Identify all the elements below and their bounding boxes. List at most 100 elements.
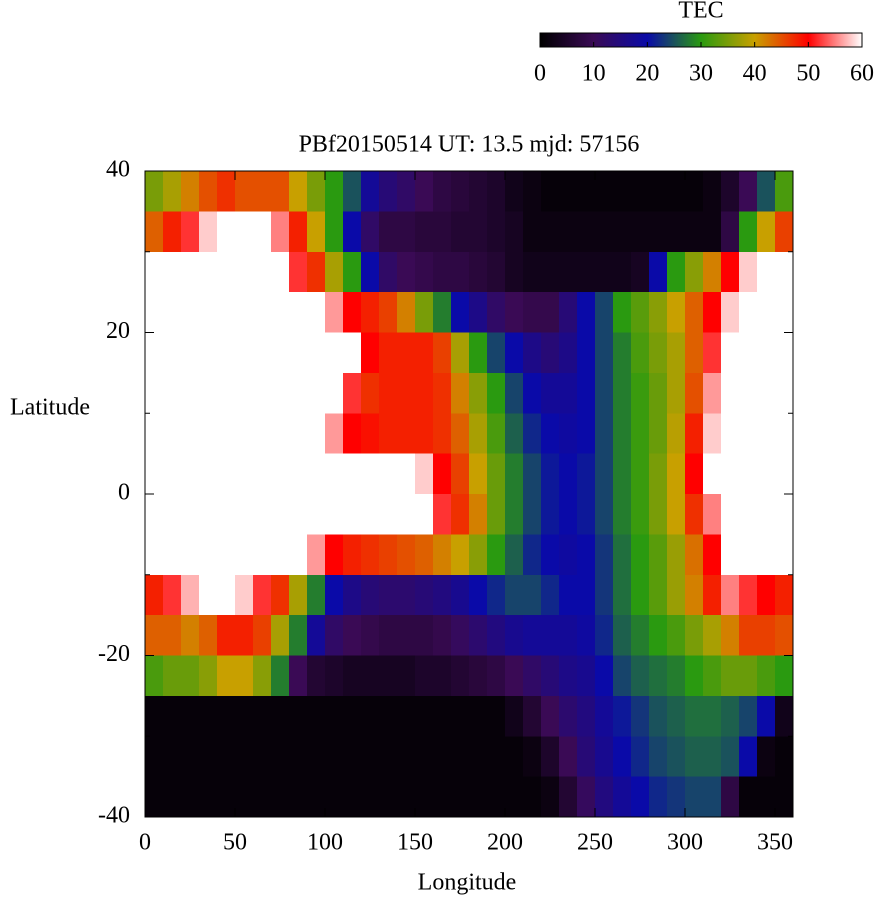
heatmap-cell bbox=[199, 453, 218, 495]
heatmap-cell bbox=[487, 494, 506, 535]
heatmap-cell bbox=[145, 251, 164, 293]
heatmap-cell bbox=[145, 736, 164, 778]
heatmap-cell bbox=[721, 453, 740, 495]
heatmap-cell bbox=[721, 251, 740, 293]
heatmap-cell bbox=[361, 695, 380, 737]
heatmap-cell bbox=[415, 695, 434, 737]
heatmap-cell bbox=[721, 494, 740, 535]
heatmap-cell bbox=[757, 372, 776, 414]
heatmap-cell bbox=[613, 171, 632, 212]
heatmap-cell bbox=[181, 655, 200, 697]
colorbar-label: TEC bbox=[678, 0, 723, 24]
heatmap-cell bbox=[739, 292, 758, 333]
heatmap-cell bbox=[523, 332, 542, 374]
heatmap-cell bbox=[703, 332, 722, 374]
heatmap-cell bbox=[739, 574, 758, 616]
heatmap-cell bbox=[775, 494, 794, 535]
heatmap-cell bbox=[631, 332, 650, 374]
heatmap-cell bbox=[253, 171, 272, 212]
heatmap-cell bbox=[721, 736, 740, 778]
heatmap-cell bbox=[253, 615, 272, 656]
heatmap-cell bbox=[325, 413, 344, 455]
heatmap-cell bbox=[307, 494, 326, 535]
heatmap-cell bbox=[217, 171, 236, 212]
heatmap-cell bbox=[217, 736, 236, 778]
heatmap-cell bbox=[325, 251, 344, 293]
y-tick-label: 0 bbox=[118, 480, 130, 506]
heatmap-cell bbox=[541, 292, 560, 333]
heatmap-cell bbox=[307, 776, 326, 818]
heatmap-cell bbox=[505, 615, 524, 656]
heatmap-cell bbox=[199, 332, 218, 374]
heatmap-cell bbox=[721, 574, 740, 616]
heatmap-cell bbox=[451, 615, 470, 656]
heatmap-cell bbox=[739, 453, 758, 495]
heatmap-cell bbox=[199, 292, 218, 333]
heatmap-cell bbox=[559, 171, 578, 212]
heatmap-cell bbox=[739, 251, 758, 293]
heatmap-cell bbox=[163, 211, 182, 253]
heatmap-cell bbox=[181, 372, 200, 414]
heatmap-cell bbox=[289, 453, 308, 495]
heatmap-cell bbox=[469, 776, 488, 818]
heatmap-cell bbox=[271, 211, 290, 253]
heatmap-cell bbox=[631, 251, 650, 293]
heatmap-cell bbox=[469, 251, 488, 293]
heatmap-cell bbox=[235, 776, 254, 818]
heatmap-cell bbox=[199, 655, 218, 697]
heatmap-cell bbox=[235, 494, 254, 535]
heatmap-cell bbox=[649, 615, 668, 656]
heatmap-cell bbox=[415, 534, 434, 576]
heatmap-cell bbox=[235, 574, 254, 616]
heatmap-cell bbox=[667, 292, 686, 333]
heatmap-cell bbox=[181, 736, 200, 778]
heatmap-cell bbox=[721, 695, 740, 737]
heatmap-cell bbox=[199, 171, 218, 212]
heatmap-cell bbox=[649, 534, 668, 576]
heatmap-cell bbox=[631, 615, 650, 656]
heatmap-cell bbox=[217, 776, 236, 818]
heatmap-cell bbox=[361, 251, 380, 293]
heatmap-cell bbox=[433, 615, 452, 656]
heatmap-cell bbox=[271, 251, 290, 293]
heatmap-cell bbox=[685, 615, 704, 656]
heatmap-cell bbox=[703, 171, 722, 212]
heatmap-cell bbox=[181, 292, 200, 333]
heatmap-cell bbox=[199, 736, 218, 778]
heatmap-cell bbox=[361, 453, 380, 495]
heatmap-cell bbox=[577, 413, 596, 455]
heatmap-cell bbox=[577, 615, 596, 656]
heatmap-cell bbox=[505, 171, 524, 212]
heatmap-cell bbox=[343, 695, 362, 737]
heatmap-cell bbox=[487, 655, 506, 697]
heatmap-cell bbox=[703, 211, 722, 253]
heatmap-cell bbox=[307, 574, 326, 616]
heatmap-cell bbox=[739, 695, 758, 737]
heatmap-cell bbox=[487, 413, 506, 455]
heatmap-cell bbox=[559, 251, 578, 293]
y-tick-label: -40 bbox=[98, 803, 130, 829]
heatmap-cell bbox=[523, 372, 542, 414]
heatmap-cell bbox=[703, 413, 722, 455]
heatmap-cell bbox=[163, 332, 182, 374]
heatmap-cell bbox=[541, 574, 560, 616]
heatmap-cell bbox=[379, 453, 398, 495]
heatmap-cell bbox=[181, 211, 200, 253]
heatmap-cell bbox=[667, 453, 686, 495]
heatmap-cell bbox=[217, 574, 236, 616]
heatmap-cell bbox=[703, 736, 722, 778]
heatmap-cell bbox=[379, 413, 398, 455]
heatmap-cell bbox=[577, 776, 596, 818]
heatmap-cell bbox=[739, 615, 758, 656]
heatmap-cell bbox=[451, 534, 470, 576]
heatmap-cell bbox=[433, 413, 452, 455]
heatmap-cell bbox=[325, 372, 344, 414]
heatmap-cell bbox=[253, 534, 272, 576]
heatmap-cell bbox=[613, 332, 632, 374]
heatmap-cell bbox=[541, 615, 560, 656]
heatmap-cell bbox=[271, 695, 290, 737]
heatmap-cell bbox=[667, 736, 686, 778]
heatmap-cell bbox=[415, 574, 434, 616]
heatmap-cell bbox=[757, 211, 776, 253]
